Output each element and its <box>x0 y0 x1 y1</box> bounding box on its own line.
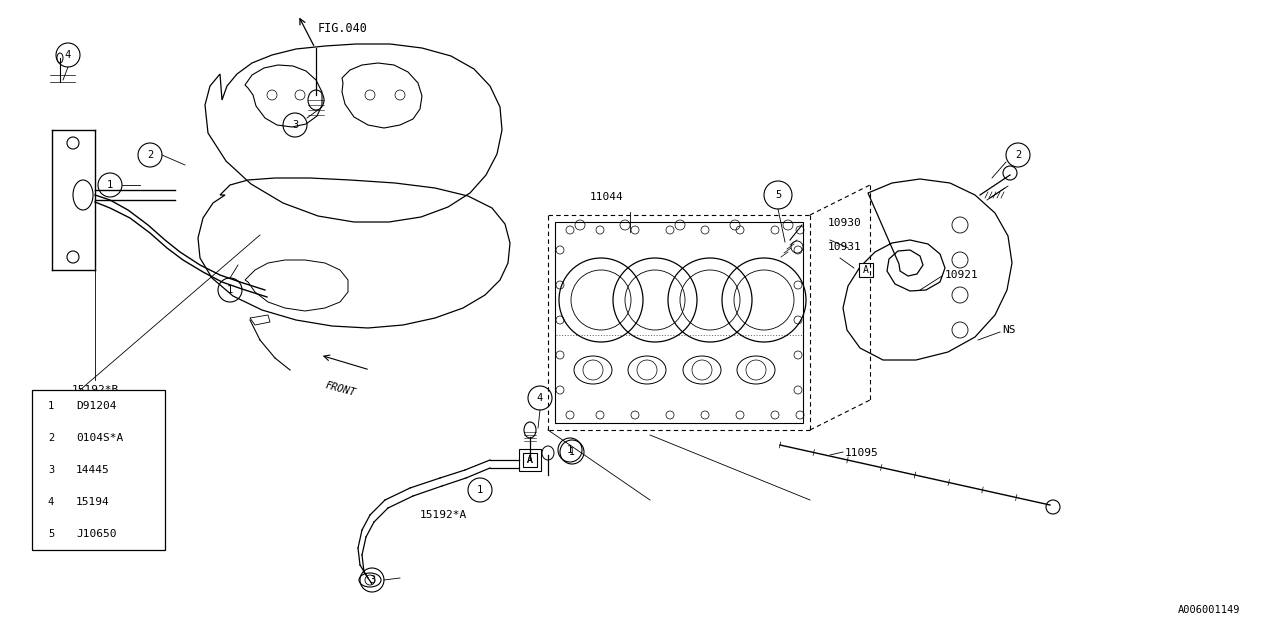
Text: 2: 2 <box>147 150 154 160</box>
Text: 4: 4 <box>47 497 54 507</box>
Text: 15194: 15194 <box>76 497 110 507</box>
Bar <box>32 390 165 550</box>
Text: A: A <box>527 455 532 465</box>
Text: 5: 5 <box>774 190 781 200</box>
Text: 10930: 10930 <box>828 218 861 228</box>
Text: 1: 1 <box>106 180 113 190</box>
Text: 1: 1 <box>477 485 483 495</box>
Text: 1: 1 <box>227 285 233 295</box>
Text: 4: 4 <box>536 393 543 403</box>
Text: 0104S*A: 0104S*A <box>76 433 123 443</box>
Text: FRONT: FRONT <box>324 380 356 397</box>
Text: 14445: 14445 <box>76 465 110 475</box>
Bar <box>859 263 873 277</box>
Bar <box>518 449 541 471</box>
Text: 1: 1 <box>567 445 573 455</box>
Text: A: A <box>527 455 532 465</box>
Text: 15192*B: 15192*B <box>72 385 119 395</box>
Text: 2: 2 <box>47 433 54 443</box>
Text: A: A <box>863 265 869 275</box>
Text: 15192*A: 15192*A <box>420 510 467 520</box>
Text: 5: 5 <box>47 529 54 539</box>
Bar <box>524 453 538 467</box>
Text: 3: 3 <box>292 120 298 130</box>
Text: 3: 3 <box>47 465 54 475</box>
Text: 11044: 11044 <box>590 192 623 202</box>
Text: J10650: J10650 <box>76 529 116 539</box>
Text: 2: 2 <box>1015 150 1021 160</box>
Text: 10931: 10931 <box>828 242 861 252</box>
Text: NS: NS <box>1002 325 1015 335</box>
Text: D91204: D91204 <box>76 401 116 411</box>
Text: 11095: 11095 <box>845 448 879 458</box>
Text: 4: 4 <box>65 50 72 60</box>
Text: A006001149: A006001149 <box>1178 605 1240 615</box>
Text: 10921: 10921 <box>945 270 979 280</box>
Text: 3: 3 <box>369 575 375 585</box>
Text: 1: 1 <box>570 447 575 457</box>
Text: FIG.040: FIG.040 <box>317 22 367 35</box>
Text: 1: 1 <box>47 401 54 411</box>
